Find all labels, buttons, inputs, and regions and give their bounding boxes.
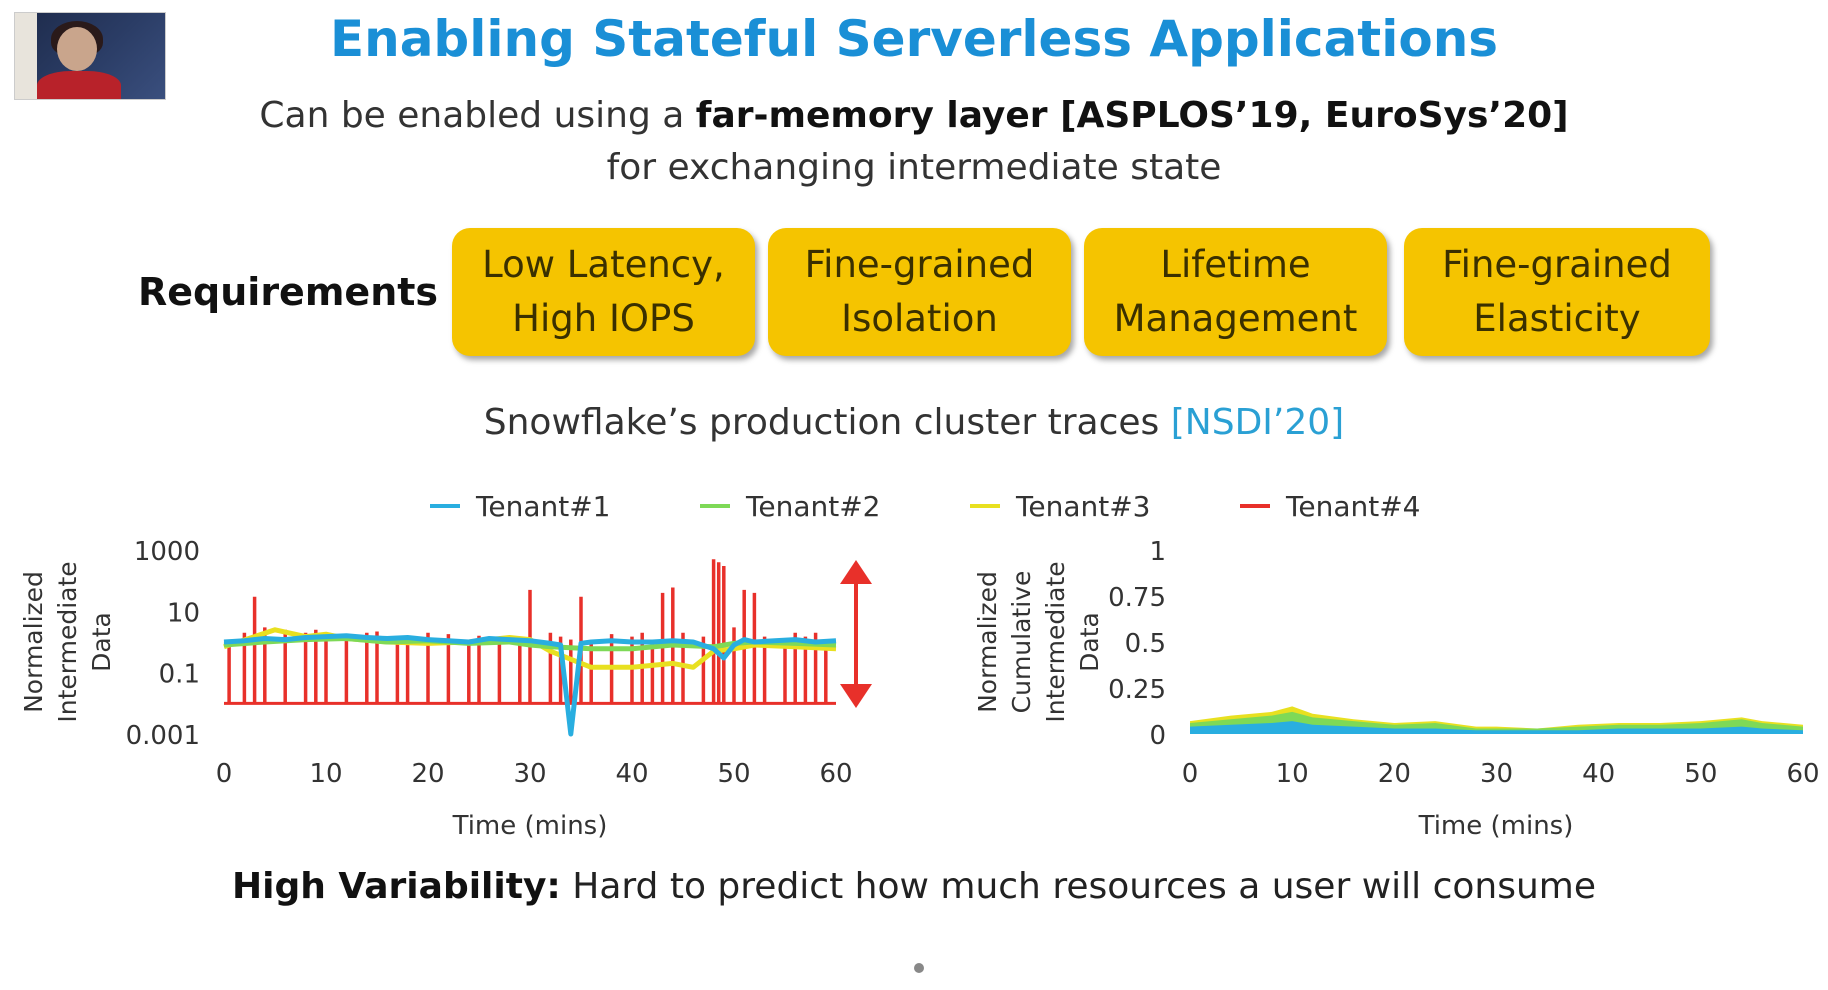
chart2-xtick-3: 30	[1480, 759, 1513, 789]
chart1-ytick-1: 10	[167, 598, 200, 628]
chart2-xtick-4: 40	[1582, 759, 1615, 789]
variability-arrow-down	[840, 684, 872, 708]
chart1-xtick-2: 20	[411, 759, 444, 789]
requirement-isolation: Fine-grained Isolation	[768, 228, 1071, 356]
chart1-ytick-2: 0.1	[159, 660, 200, 690]
chart2-ylabel: Normalized Cumulative Intermediate Data	[973, 561, 1104, 722]
trace-citation: [NSDI’20]	[1170, 402, 1345, 443]
chart1-xtick-3: 30	[513, 759, 546, 789]
legend-swatch-2	[700, 504, 730, 508]
chart2-xlabel: Time (mins)	[1418, 811, 1574, 841]
chart1-xtick-1: 10	[309, 759, 342, 789]
subtitle-text: Can be enabled using a	[259, 95, 696, 136]
requirement-elasticity: Fine-grained Elasticity	[1404, 228, 1710, 356]
chart2-xtick-1: 10	[1276, 759, 1309, 789]
chart2-area-tenant-1	[1190, 721, 1803, 734]
legend-swatch-3	[970, 504, 1000, 508]
subtitle-bold: far-memory layer [ASPLOS’19, EuroSys’20]	[695, 95, 1569, 136]
legend-label-1: Tenant#1	[476, 489, 611, 523]
chart2-ylabel-line-0: Normalized	[973, 571, 1002, 713]
subtitle-line2: for exchanging intermediate state	[606, 147, 1222, 188]
presenter-webcam-thumbnail	[14, 12, 166, 100]
chart2-xtick-0: 0	[1182, 759, 1199, 789]
legend-swatch-4	[1240, 504, 1270, 508]
chart1-ylabel-line-2: Data	[87, 612, 116, 672]
slide-subtitle: Can be enabled using a far-memory layer …	[0, 90, 1828, 194]
chart1-ylabel: Normalized Intermediate Data	[19, 561, 116, 722]
chart2-ytick-2: 0.5	[1125, 629, 1166, 659]
chart1-ylabel-line-1: Intermediate	[53, 561, 82, 722]
requirement-low-latency: Low Latency, High IOPS	[452, 228, 755, 356]
chart1-ytick-3: 0.001	[126, 721, 200, 751]
chart2-ytick-4: 0	[1149, 721, 1166, 751]
conclusion-text: High Variability: Hard to predict how mu…	[0, 866, 1828, 907]
requirements-label: Requirements	[138, 270, 439, 314]
trace-title-text: Snowflake’s production cluster traces	[483, 402, 1171, 443]
chart1-xtick-6: 60	[819, 759, 852, 789]
chart1-ylabel-line-0: Normalized	[19, 571, 48, 713]
chart2-ylabel-line-1: Cumulative	[1007, 571, 1036, 714]
variability-arrow-up	[840, 560, 872, 584]
chart1-xtick-0: 0	[216, 759, 233, 789]
chart1-ytick-0: 1000	[134, 537, 200, 567]
legend-tenant-2: Tenant#2	[700, 488, 880, 524]
legend-swatch-1	[430, 504, 460, 508]
legend-tenant-4: Tenant#4	[1240, 488, 1420, 524]
chart1-series-tenant-1	[223, 633, 837, 737]
conclusion-bold: High Variability:	[231, 866, 561, 907]
legend-tenant-1: Tenant#1	[430, 488, 610, 524]
chart2-ytick-3: 0.25	[1108, 675, 1166, 705]
legend-tenant-3: Tenant#3	[970, 488, 1150, 524]
requirement-lifetime: Lifetime Management	[1084, 228, 1387, 356]
chart1-xtick-4: 40	[615, 759, 648, 789]
legend-label-2: Tenant#2	[746, 489, 881, 523]
legend-label-3: Tenant#3	[1016, 489, 1151, 523]
chart2-ylabel-line-3: Data	[1075, 612, 1104, 672]
legend-label-4: Tenant#4	[1286, 489, 1421, 523]
trace-title: Snowflake’s production cluster traces [N…	[0, 402, 1828, 443]
conclusion-rest: Hard to predict how much resources a use…	[560, 866, 1597, 907]
chart2-ylabel-line-2: Intermediate	[1041, 561, 1070, 722]
chart2-ytick-1: 0.75	[1108, 583, 1166, 613]
chart2-xtick-2: 20	[1378, 759, 1411, 789]
chart2-ytick-0: 1	[1149, 537, 1166, 567]
chart2-xtick-5: 50	[1684, 759, 1717, 789]
chart1-xtick-5: 50	[717, 759, 750, 789]
chart1-xlabel: Time (mins)	[452, 811, 608, 841]
slide-indicator-dot	[914, 963, 924, 973]
slide-title: Enabling Stateful Serverless Application…	[329, 10, 1499, 68]
chart2-xtick-6: 60	[1786, 759, 1819, 789]
